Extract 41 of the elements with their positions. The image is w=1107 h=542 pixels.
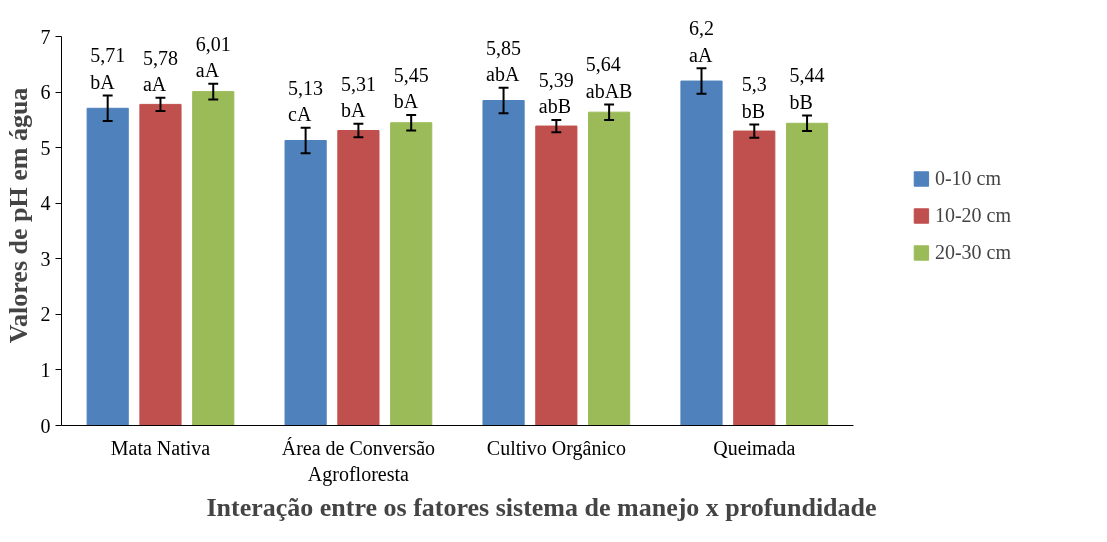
bar [785, 122, 829, 426]
data-label: 5,13 cA [288, 76, 324, 125]
x-axis-title: Interação entre os fatores sistema de manejo x profundidade [206, 492, 877, 522]
data-label: 6,01 aA [195, 32, 231, 82]
bar [680, 80, 723, 426]
data-label: 5,71 bA [90, 44, 126, 93]
legend-label: 20-30 cm [934, 240, 1011, 264]
data-label: 5,78 aA [142, 46, 178, 95]
data-label: 6,2 aA [689, 17, 714, 66]
data-label: 5,44 bB [789, 64, 825, 113]
data-label: 5,31 bA [340, 72, 376, 122]
x-tick-label: Cultivo Orgânico [486, 436, 626, 460]
x-tick-label: Mata Nativa [110, 436, 211, 459]
y-tick-label: 5 [40, 136, 51, 159]
y-tick-label: 1 [40, 358, 51, 381]
data-label: 5,64 abAB [585, 53, 633, 102]
bar [337, 130, 380, 426]
bar [390, 122, 433, 426]
data-label: 5,45 bA [393, 63, 429, 113]
x-tick-label: Queimada [713, 436, 796, 459]
bar [588, 111, 631, 426]
y-tick-label: 0 [40, 414, 51, 437]
bar [139, 103, 182, 426]
data-label: 5,3 bB [741, 73, 767, 122]
bar [284, 140, 327, 426]
bar [535, 125, 578, 426]
y-tick-label: 4 [40, 192, 51, 215]
y-tick-label: 3 [40, 247, 51, 270]
legend-label: 10-20 cm [934, 203, 1011, 227]
bar [192, 91, 235, 426]
legend-label: 0-10 cm [934, 166, 1001, 190]
data-label: 5,85 abA [486, 36, 522, 85]
y-tick-label: 6 [40, 81, 51, 104]
bar [86, 107, 129, 426]
bar [482, 100, 525, 426]
y-tick-label: 2 [40, 303, 51, 326]
data-label: 5,39 abB [538, 68, 574, 118]
y-tick-label: 7 [40, 25, 51, 48]
bar [733, 130, 776, 426]
x-tick-label: Área de Conversão Agrofloresta [281, 436, 436, 486]
y-axis-title: Valores de pH em água [3, 87, 33, 344]
